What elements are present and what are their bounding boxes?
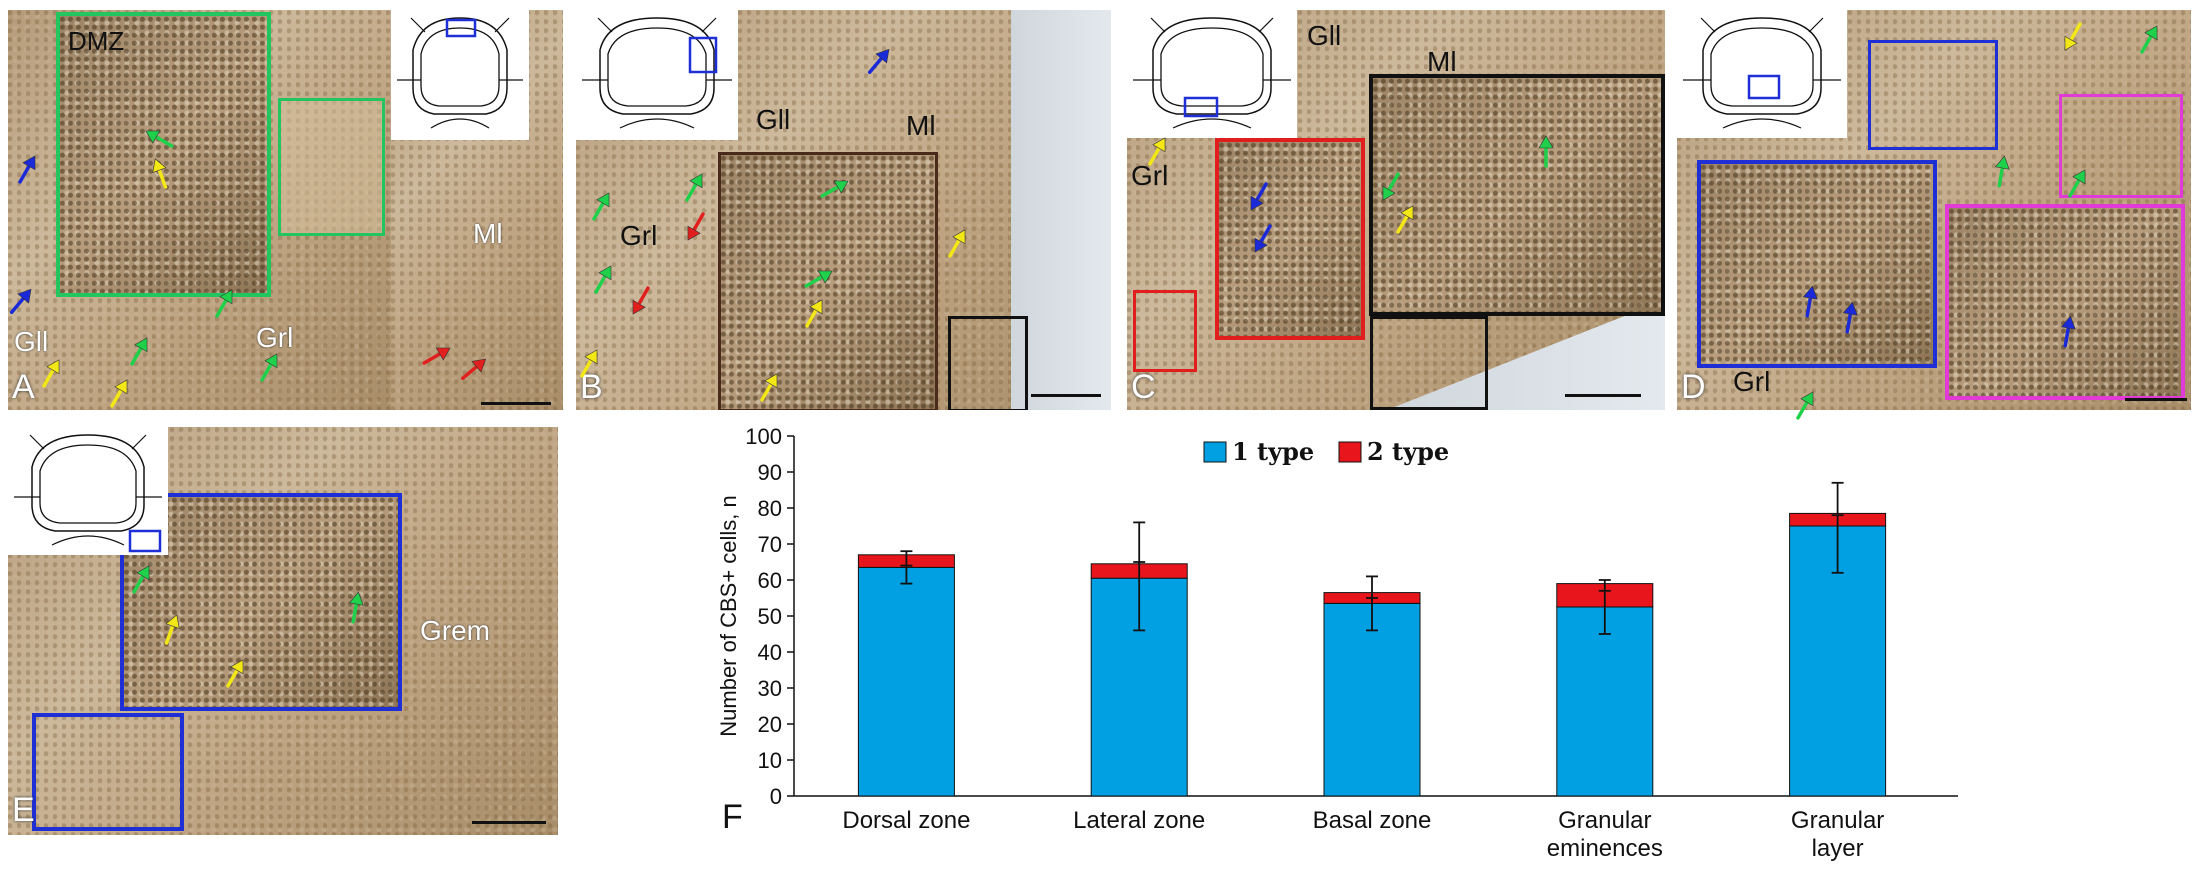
panel-letter-a: A [12,368,35,406]
y-tick-label: 70 [758,532,782,557]
x-tick-label: Dorsal zone [842,807,970,834]
panel-d-inset-magenta [1945,204,2185,400]
label-gll-a: Gll [14,326,49,357]
bar-type1 [1323,602,1421,797]
label-grl-c: Grl [1131,160,1169,191]
x-tick-label: eminences [1547,835,1663,862]
y-tick-label: 30 [758,676,782,701]
scale-bar-c [1565,394,1641,397]
legend-label-type2: 2 type [1367,437,1449,466]
scale-bar-a [481,402,551,405]
label-grl-d: Grl [1733,366,1771,397]
label-grl-b: Grl [620,220,658,251]
panel-d-source-magenta [2059,94,2183,198]
panel-d-schematic [1677,10,1847,138]
panel-d-inset-blue [1697,160,1937,368]
y-tick-label: 20 [758,712,782,737]
legend-label-type1: 1 type [1232,437,1314,466]
y-tick-label: 90 [758,460,782,485]
x-tick-label: layer [1812,835,1864,862]
scale-bar-e [472,821,546,824]
panel-e-source-blue [32,713,184,831]
panel-c-schematic [1127,10,1297,138]
label-ml-c: Ml [1427,46,1457,77]
y-tick-label: 100 [745,424,782,449]
panel-b-source-box [948,316,1028,410]
panel-letter-c: C [1131,368,1156,406]
panel-letter-d: D [1681,368,1706,406]
label-gll-c: Gll [1307,20,1342,51]
panel-b-image: Gll Ml Grl B [576,10,1111,410]
x-tick-label: Lateral zone [1073,807,1205,834]
legend-swatch-type1 [1203,441,1227,463]
y-axis-label: Number of CBS+ cells, n [720,495,741,736]
y-tick-label: 80 [758,496,782,521]
label-grem: Grem [420,615,490,646]
label-dmz: DMZ [68,26,125,56]
x-tick-label: Basal zone [1313,807,1432,834]
panel-a-image: DMZ Ml Ml Grl Gll A [8,10,391,410]
panel-a-schematic [391,10,529,140]
y-tick-label: 0 [770,784,782,809]
label-ml-a-right: Ml [473,218,503,249]
panel-c-source-red [1133,290,1197,372]
panel-d-image: Grl D [1677,10,2191,410]
panel-b-schematic [576,10,738,140]
panel-letter-e: E [12,791,35,829]
panel-letter-b: B [580,368,603,406]
bar-type1 [857,566,955,797]
y-tick-label: 10 [758,748,782,773]
panel-d-source-blue [1868,40,1998,150]
panel-c-image: Gll Ml Grl C [1127,10,1665,410]
panel-e-image: Grem E [8,427,558,835]
panel-b-inset [718,152,938,410]
y-tick-label: 50 [758,604,782,629]
label-gll-b: Gll [756,104,791,135]
scale-bar-d [2125,398,2187,401]
panel-letter-f: F [722,798,743,836]
panel-c-source-black [1370,316,1488,410]
x-tick-label: Granular [1791,807,1884,834]
scale-bar-b [1031,394,1101,397]
label-ml-b: Ml [906,110,936,141]
panel-e-schematic [8,427,168,555]
bar-type1 [1556,606,1654,797]
panel-a-inset-small [278,98,385,236]
x-tick-label: Granular [1558,807,1651,834]
panel-c-inset-red [1215,138,1365,340]
y-tick-label: 60 [758,568,782,593]
legend-swatch-type2 [1338,441,1362,463]
y-tick-label: 40 [758,640,782,665]
panel-c-inset-black [1369,74,1665,316]
label-grl-a: Grl [256,322,294,353]
panel-a-inset-large [56,12,271,297]
chart-cbs-cells: 0 10 20 30 40 50 60 70 80 90 100 Number of CBS+ cel… [720,424,1958,862]
